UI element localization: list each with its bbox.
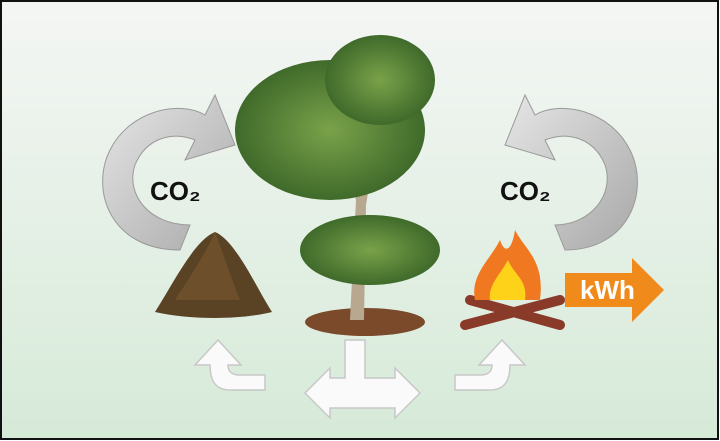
energy-label: kWh bbox=[580, 275, 635, 305]
co2-label-left: CO₂ bbox=[150, 176, 201, 206]
tree-crown-lower bbox=[300, 215, 440, 285]
diagram: CO₂ CO₂ kWh bbox=[0, 0, 720, 441]
tree-roots bbox=[305, 308, 425, 336]
co2-label-right: CO₂ bbox=[500, 176, 551, 206]
tree-crown-top bbox=[325, 35, 435, 125]
